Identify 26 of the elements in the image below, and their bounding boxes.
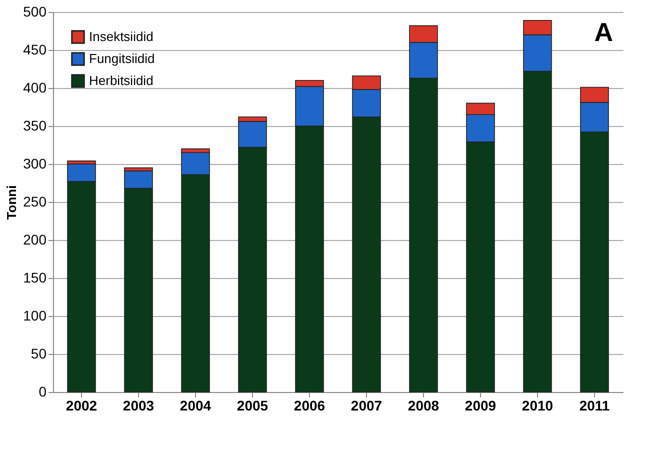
y-tick-label: 250 (23, 194, 47, 210)
x-tick-label: 2004 (180, 398, 212, 414)
y-tick-label: 400 (23, 80, 47, 96)
x-tick-label: 2007 (350, 398, 382, 414)
y-tick-label: 350 (23, 118, 47, 134)
legend-label: Insektsiidid (89, 29, 154, 44)
x-tick-label: 2009 (464, 398, 496, 414)
x-tick-label: 2003 (122, 398, 154, 414)
y-tick-label: 200 (23, 232, 47, 248)
annotation: A (594, 17, 614, 47)
y-tick-label: 100 (23, 308, 47, 324)
y-tick-label: 300 (23, 156, 47, 172)
x-tick-label: 2011 (579, 398, 610, 414)
y-tick-label: 450 (23, 42, 47, 58)
y-tick-label: 150 (23, 270, 47, 286)
y-tick-label: 0 (38, 384, 47, 400)
y-tick-label: 500 (23, 4, 47, 20)
y-tick-label: 50 (30, 346, 47, 362)
legend-label: Fungitsiidid (89, 51, 155, 66)
x-tick-label: 2002 (66, 398, 98, 414)
x-tick-label: 2005 (236, 398, 268, 414)
y-axis-title: Tonni (4, 185, 20, 220)
x-tick-label: 2010 (522, 398, 554, 414)
legend-label: Herbitsiidid (89, 73, 154, 88)
x-tick-label: 2008 (408, 398, 440, 414)
x-tick-label: 2006 (294, 398, 326, 414)
